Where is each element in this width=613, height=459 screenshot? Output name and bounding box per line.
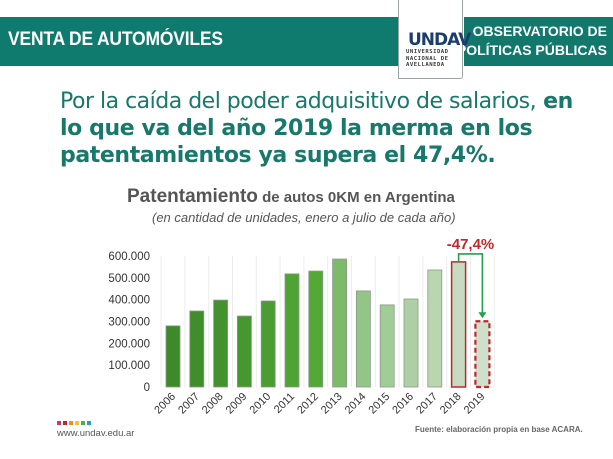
- undav-logo: UNDAV UNIVERSIDAD NACIONAL DE AVELLANEDA: [398, 0, 471, 79]
- x-tick-label: 2006: [152, 391, 178, 417]
- brand-dot: [81, 421, 85, 425]
- logo-line-2: NACIONAL DE: [406, 55, 449, 62]
- observatory-line-2: POLÍTICAS PÚBLICAS: [456, 42, 607, 58]
- arrow-head-icon: [478, 312, 487, 319]
- brand-dot: [69, 421, 73, 425]
- y-tick-label: 0: [144, 382, 150, 394]
- x-tick-label: 2008: [200, 391, 226, 417]
- logo-mark: UNDAV: [408, 30, 471, 50]
- bar-2015: [379, 304, 395, 388]
- y-tick-label: 500.000: [108, 273, 150, 285]
- logo-line-1: UNIVERSIDAD: [406, 49, 449, 55]
- brand-dot: [75, 421, 79, 425]
- bar-2012: [308, 270, 324, 388]
- x-tick-label: 2015: [367, 391, 393, 417]
- y-tick-label: 100.000: [108, 360, 150, 372]
- headline: Por la caída del poder adquisitivo de sa…: [60, 88, 580, 169]
- observatory-title: OBSERVATORIO DE POLÍTICAS PÚBLICAS: [457, 22, 607, 60]
- y-tick-label: 400.000: [108, 295, 150, 307]
- x-tick-label: 2010: [248, 391, 274, 417]
- bar-2017: [427, 269, 443, 388]
- y-tick-label: 300.000: [108, 317, 150, 329]
- y-tick-label: 600.000: [108, 251, 150, 263]
- bar-2008: [213, 299, 229, 388]
- section-banner: VENTA DE AUTOMÓVILES: [0, 17, 398, 66]
- headline-intro: Por la caída del poder adquisitivo de sa…: [60, 89, 537, 114]
- bar-2013: [332, 258, 348, 388]
- brand-dot: [57, 421, 61, 425]
- bar-2006: [165, 325, 181, 388]
- x-tick-label: 2018: [438, 391, 464, 417]
- x-tick-label: 2014: [343, 391, 369, 417]
- bar-2010: [260, 300, 276, 388]
- x-tick-label: 2019: [462, 391, 488, 417]
- x-tick-label: 2016: [390, 391, 416, 417]
- source-note: Fuente: elaboración propia en base ACARA…: [415, 425, 583, 434]
- section-title: VENTA DE AUTOMÓVILES: [8, 29, 223, 50]
- logo-subtitle: UNIVERSIDAD NACIONAL DE AVELLANEDA: [406, 49, 458, 69]
- change-arrow: [457, 253, 484, 314]
- change-label: -47,4%: [447, 236, 495, 253]
- bar-2014: [355, 290, 371, 388]
- bar-2018: [450, 261, 467, 388]
- bar-chart: 0 100.000 200.000 300.000 400.000 500.000 600.…: [108, 236, 495, 417]
- brand-dot: [63, 421, 67, 425]
- chart-title: Patentamiento de autos 0KM en Argentina: [127, 186, 455, 208]
- bar-2019: [474, 320, 491, 389]
- x-tick-label: 2017: [414, 391, 440, 417]
- x-tick-label: 2009: [224, 391, 250, 417]
- website-link[interactable]: www.undav.edu.ar: [57, 428, 135, 439]
- y-tick-label: 200.000: [108, 338, 150, 350]
- bar-2009: [236, 315, 252, 388]
- chart-subtitle: (en cantidad de unidades, enero a julio …: [152, 210, 456, 225]
- chart-title-main: Patentamiento: [127, 186, 258, 207]
- chart-title-rest: de autos 0KM en Argentina: [257, 189, 455, 206]
- x-tick-label: 2013: [319, 391, 345, 417]
- brand-dot: [87, 421, 91, 425]
- headline-emphasis: en lo que va del año 2019 la merma en lo…: [60, 89, 573, 168]
- x-tick-label: 2011: [272, 391, 297, 416]
- brand-color-dots: [57, 421, 91, 425]
- observatory-line-1: OBSERVATORIO DE: [472, 23, 607, 39]
- bar-2016: [403, 298, 419, 388]
- x-tick-label: 2007: [176, 391, 202, 417]
- bar-2007: [189, 310, 205, 388]
- observatory-banner: OBSERVATORIO DE POLÍTICAS PÚBLICAS: [457, 17, 613, 66]
- bar-2011: [284, 273, 300, 388]
- logo-line-3: AVELLANEDA: [406, 62, 445, 68]
- x-tick-label: 2012: [295, 391, 321, 417]
